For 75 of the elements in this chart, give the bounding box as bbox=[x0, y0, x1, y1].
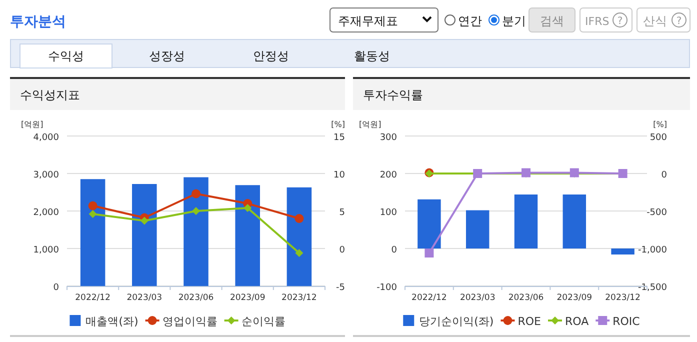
y-axis-title: [억원] bbox=[359, 120, 382, 129]
point bbox=[244, 204, 252, 212]
text: 활동성 bbox=[354, 49, 390, 63]
bar bbox=[562, 194, 586, 248]
bar bbox=[418, 199, 441, 248]
legend-label: ROIC bbox=[612, 315, 640, 328]
y-tick-label: 300 bbox=[380, 133, 398, 143]
y-tick-label: -100 bbox=[376, 283, 398, 293]
text: 분기 bbox=[502, 14, 526, 28]
y-tick-label: 3,000 bbox=[33, 170, 60, 180]
y2-tick-label: 5 bbox=[339, 208, 345, 218]
y2-tick-label: -1,000 bbox=[638, 246, 668, 256]
x-tick-label: 2023/06 bbox=[178, 293, 214, 303]
text: ? bbox=[617, 16, 623, 27]
x-tick-label: 2023/06 bbox=[508, 293, 544, 303]
x-tick-label: 2023/09 bbox=[230, 293, 266, 303]
bar bbox=[235, 185, 260, 286]
x-tick-label: 2022/12 bbox=[75, 293, 110, 303]
y-tick-label: 0 bbox=[53, 283, 60, 293]
bar bbox=[514, 194, 538, 248]
bar bbox=[286, 187, 312, 286]
x-tick-label: 2023/12 bbox=[605, 293, 640, 303]
point bbox=[294, 214, 304, 223]
y-tick-label: 2,000 bbox=[33, 208, 60, 218]
y2-tick-label: 500 bbox=[650, 133, 668, 143]
text: 성장성 bbox=[149, 49, 185, 63]
bar bbox=[184, 177, 208, 286]
y-axis-title: [억원] bbox=[21, 120, 44, 129]
y2-tick-label: -1,500 bbox=[638, 283, 668, 293]
text: 주재무제표 bbox=[338, 14, 398, 28]
point bbox=[88, 201, 98, 210]
x-tick-label: 2023/03 bbox=[126, 293, 162, 303]
y-tick-label: 1,000 bbox=[33, 246, 60, 256]
legend-label: 당기순이익(좌) bbox=[419, 315, 494, 328]
y2-tick-label: 0 bbox=[339, 246, 346, 256]
text: 안정성 bbox=[253, 49, 289, 63]
text: 투자분석 bbox=[10, 14, 66, 30]
point bbox=[424, 248, 434, 258]
y2-axis-title: [%] bbox=[653, 120, 667, 129]
y2-tick-label: 15 bbox=[334, 133, 345, 143]
text: 연간 bbox=[458, 14, 482, 28]
point bbox=[192, 207, 200, 215]
legend-label: 영업이익률 bbox=[162, 315, 218, 328]
chart-title: 수익성지표 bbox=[20, 88, 80, 102]
y2-tick-label: 10 bbox=[334, 170, 346, 180]
bar bbox=[466, 210, 490, 248]
point bbox=[88, 210, 97, 218]
legend-label: 매출액(좌) bbox=[86, 315, 138, 328]
y-tick-label: 0 bbox=[391, 246, 398, 256]
bar bbox=[80, 179, 106, 286]
point bbox=[140, 216, 148, 225]
y-tick-label: 200 bbox=[380, 170, 398, 180]
chart-title: 투자수익률 bbox=[363, 88, 423, 102]
y2-tick-label: 0 bbox=[661, 170, 668, 180]
text: 수익성 bbox=[48, 49, 84, 63]
point bbox=[295, 249, 304, 257]
legend-label: 순이익률 bbox=[241, 315, 286, 328]
x-tick-label: 2023/12 bbox=[282, 293, 317, 303]
bar bbox=[132, 184, 157, 286]
y-tick-label: 4,000 bbox=[33, 133, 60, 143]
x-tick-label: 2023/09 bbox=[556, 293, 592, 303]
y2-tick-label: -5 bbox=[336, 283, 345, 293]
legend-label: ROA bbox=[564, 315, 590, 328]
text: IFRS bbox=[585, 15, 610, 28]
text: 검색 bbox=[540, 14, 564, 28]
x-tick-label: 2022/12 bbox=[412, 293, 447, 303]
text: ? bbox=[676, 16, 682, 27]
y2-tick-label: -500 bbox=[646, 208, 668, 218]
point bbox=[192, 189, 200, 198]
legend-label: ROE bbox=[518, 315, 542, 328]
y-tick-label: 100 bbox=[380, 208, 398, 218]
bar bbox=[611, 248, 634, 254]
y2-axis-title: [%] bbox=[331, 120, 345, 129]
x-tick-label: 2023/03 bbox=[460, 293, 496, 303]
text: 산식 bbox=[643, 14, 667, 28]
